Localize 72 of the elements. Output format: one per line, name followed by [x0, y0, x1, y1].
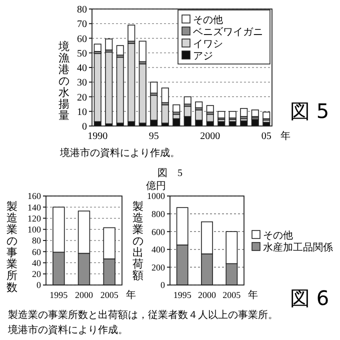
legend-label: アジ [193, 51, 213, 62]
x-tick-label: 05 [261, 131, 272, 142]
x-axis-title: 年 [126, 289, 136, 301]
bar [228, 110, 236, 118]
y-axis-title: 製造業の出荷額 [132, 200, 144, 282]
x-axis-title: 年 [280, 130, 290, 142]
legend-label: 水産加工品関係 [263, 242, 333, 254]
y-tick-label: 60 [77, 34, 87, 45]
y-tick-label: 80 [32, 236, 42, 246]
y-tick-label: 10 [77, 106, 87, 118]
y-tick-label: 120 [28, 213, 42, 224]
y-tick-label: 50 [77, 48, 87, 60]
bar [161, 88, 169, 103]
x-tick-label: 1995 [173, 290, 192, 300]
y-tick-label: 0 [82, 122, 87, 132]
bar [116, 56, 124, 124]
text: 製造業の事業所数と出荷額は，従業者数４人以上の事業所。 [8, 309, 278, 321]
y-tick-label: 400 [152, 244, 166, 255]
bar [105, 38, 113, 50]
y-tick-label: 20 [32, 269, 42, 280]
legend-label: その他 [263, 230, 293, 242]
y-tick-label: 140 [28, 202, 42, 212]
x-tick-label: 1995 [50, 290, 68, 300]
bar [172, 104, 180, 113]
text: 境港市の資料により作成。 [59, 147, 180, 159]
bar [128, 24, 136, 42]
bar [184, 96, 192, 104]
y-tick-label: 30 [77, 78, 87, 89]
bar [251, 110, 259, 117]
x-tick-label: 2000 [200, 131, 220, 142]
bar [161, 104, 169, 124]
bar [240, 108, 248, 117]
bar [116, 45, 124, 56]
caption: 図 6 [290, 286, 330, 310]
y-tick-label: 80 [77, 4, 87, 16]
y-tick-label: 600 [152, 226, 166, 237]
text: 境港市の資料により作成。 [7, 324, 128, 336]
y-tick-label: 40 [77, 63, 87, 74]
x-tick-label: 2000 [75, 290, 94, 300]
caption: 図 5 [158, 168, 182, 179]
y-tick-label: 0 [36, 280, 42, 290]
x-tick-label: 2005 [100, 290, 119, 300]
legend-label: ベニズワイガニ [193, 26, 263, 38]
x-axis-title: 年 [248, 289, 258, 301]
y-tick-label: 20 [77, 92, 87, 104]
legend-label: その他 [193, 14, 223, 26]
y-tick-label: 1000 [147, 191, 166, 202]
bar [138, 63, 146, 124]
y-tick-label: 200 [152, 262, 166, 272]
bar [218, 110, 226, 118]
x-tick-label: 95 [148, 131, 159, 142]
x-tick-label: 1990 [88, 131, 108, 142]
bar [138, 40, 146, 62]
y-tick-label: 70 [77, 19, 87, 30]
y-tick-label: 160 [28, 191, 42, 202]
bar [128, 42, 136, 122]
bar [195, 101, 203, 108]
caption: 図 5 [290, 99, 330, 123]
y-tick-label: 100 [28, 224, 42, 235]
y-tick-label: 800 [152, 208, 166, 219]
y-tick-label: 0 [160, 280, 166, 290]
y-axis-title: 製造業の事業所数 [6, 200, 18, 294]
y-tick-label: 40 [32, 258, 42, 268]
x-tick-label: 2000 [198, 290, 216, 300]
legend-label: イワシ [193, 39, 223, 50]
bar [150, 82, 158, 94]
bar [206, 114, 214, 122]
x-tick-label: 2005 [222, 290, 242, 300]
bar [206, 105, 214, 113]
y-axis-title: 境漁港の水揚量 [58, 40, 70, 122]
text: 億円 [146, 180, 166, 192]
y-tick-label: 60 [32, 246, 42, 257]
